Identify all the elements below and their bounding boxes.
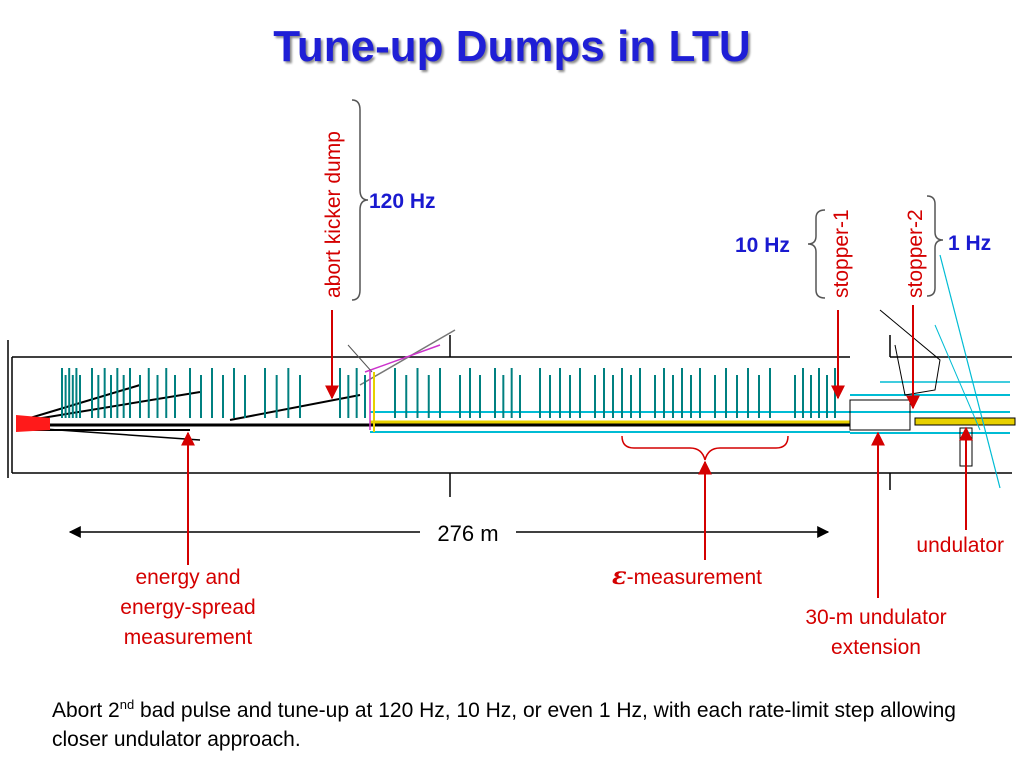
length-label: 276 m	[437, 521, 498, 546]
brace-120hz	[351, 99, 369, 301]
extension-label-line2: extension	[831, 636, 921, 659]
stopper-1-label: stopper-1	[830, 209, 853, 298]
caption-superscript: nd	[119, 697, 135, 712]
brace-epsilon	[621, 435, 789, 461]
abort-kicker-dump-label: abort kicker dump	[322, 131, 345, 298]
epsilon-symbol: ε	[612, 561, 627, 590]
brace-10hz	[807, 209, 826, 299]
magnet-elements	[61, 368, 836, 418]
brace-1hz	[926, 195, 944, 297]
rate-1hz-label: 1 Hz	[948, 232, 991, 255]
energy-label-line1: energy and	[135, 566, 240, 589]
rate-10hz-label: 10 Hz	[735, 234, 790, 257]
tunnel-outline	[7, 335, 1012, 497]
caption-part1: Abort 2	[52, 699, 120, 722]
undulator-label: undulator	[916, 534, 1004, 557]
caption: Abort 2nd bad pulse and tune-up at 120 H…	[52, 690, 982, 754]
extension-label-line1: 30-m undulator	[805, 606, 946, 629]
caption-part2: bad pulse and tune-up at 120 Hz, 10 Hz, …	[52, 699, 956, 751]
energy-label-line2: energy-spread	[120, 596, 255, 619]
energy-label-line3: measurement	[124, 626, 253, 649]
epsilon-label: ε-measurement	[612, 561, 762, 590]
page-title: Tune-up Dumps in LTU	[273, 22, 751, 71]
epsilon-text: -measurement	[627, 566, 763, 589]
stopper-2-label: stopper-2	[904, 209, 927, 298]
rate-120hz-label: 120 Hz	[369, 190, 436, 213]
